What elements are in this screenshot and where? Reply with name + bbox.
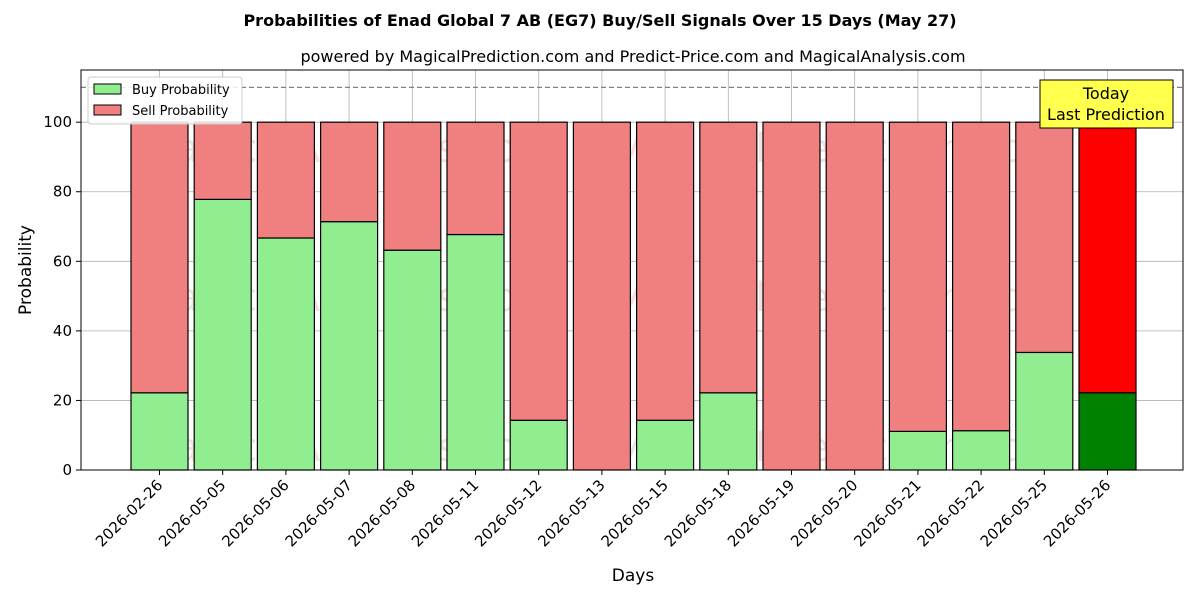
legend-box bbox=[87, 76, 243, 125]
y-axis-label: Probability bbox=[16, 225, 36, 315]
legend-label: Sell Probability bbox=[132, 104, 229, 119]
annotation-line: Last Prediction bbox=[1047, 105, 1165, 124]
sell-bar bbox=[572, 121, 632, 471]
buy-bar bbox=[256, 237, 315, 471]
y-tick-label: 80 bbox=[53, 183, 72, 201]
sell-bar bbox=[762, 121, 821, 471]
x-tick-label: 2026-05-19 bbox=[724, 476, 798, 550]
buy-bar bbox=[320, 221, 379, 471]
x-tick-label: 2026-05-08 bbox=[345, 476, 419, 550]
x-tick-label: 2026-05-13 bbox=[534, 476, 608, 550]
x-tick-label: 2026-05-11 bbox=[408, 476, 482, 550]
x-tick-label: 2026-05-18 bbox=[661, 476, 735, 550]
sell-bar bbox=[699, 121, 758, 394]
buy-bar bbox=[1078, 392, 1137, 471]
x-tick-label: 2026-05-25 bbox=[977, 476, 1051, 550]
x-axis: 2026-02-262026-05-052026-05-062026-05-07… bbox=[92, 470, 1114, 550]
legend-swatch bbox=[93, 83, 122, 95]
buy-bar bbox=[130, 392, 189, 471]
buy-bar bbox=[446, 233, 505, 471]
annotation-line: Today bbox=[1082, 84, 1129, 103]
sell-bar bbox=[888, 121, 948, 432]
x-tick-label: 2026-05-26 bbox=[1040, 476, 1114, 550]
legend-swatch bbox=[93, 104, 122, 116]
buy-bar bbox=[699, 392, 758, 471]
x-tick-label: 2026-05-06 bbox=[218, 476, 292, 550]
sell-bar bbox=[951, 121, 1011, 432]
x-tick-label: 2026-05-22 bbox=[914, 476, 988, 550]
buy-bar bbox=[509, 419, 568, 471]
x-tick-label: 2026-02-26 bbox=[92, 476, 166, 550]
buy-bar bbox=[383, 249, 442, 471]
y-tick-label: 20 bbox=[53, 391, 72, 409]
plot-frame bbox=[80, 69, 1184, 471]
x-tick-label: 2026-05-20 bbox=[787, 476, 861, 550]
x-tick-label: 2026-05-05 bbox=[155, 476, 229, 550]
x-tick-label: 2026-05-21 bbox=[850, 476, 924, 550]
sell-bar bbox=[1078, 121, 1137, 394]
y-tick-label: 0 bbox=[62, 461, 72, 479]
sell-bar bbox=[825, 121, 884, 471]
y-tick-label: 100 bbox=[43, 113, 72, 131]
y-tick-label: 40 bbox=[53, 322, 72, 340]
chart-subtitle: powered by MagicalPrediction.com and Pre… bbox=[300, 47, 965, 66]
x-axis-label: Days bbox=[612, 566, 655, 586]
y-axis: 0 20 40 60 80 100 bbox=[43, 113, 81, 479]
buy-bar bbox=[1015, 351, 1074, 471]
chart-title: Probabilities of Enad Global 7 AB (EG7) … bbox=[243, 11, 956, 30]
x-tick-label: 2026-05-07 bbox=[282, 476, 356, 550]
sell-bar bbox=[130, 121, 189, 394]
buy-bar bbox=[193, 198, 252, 471]
sell-bar bbox=[320, 121, 379, 223]
buy-bar bbox=[951, 430, 1011, 471]
x-tick-label: 2026-05-12 bbox=[471, 476, 545, 550]
buy-bar bbox=[888, 430, 948, 471]
y-tick-label: 60 bbox=[53, 252, 72, 270]
annotation-box bbox=[1039, 79, 1174, 129]
sell-bar bbox=[383, 121, 442, 251]
buy-bar bbox=[635, 419, 695, 471]
sell-bar bbox=[446, 121, 505, 236]
bars bbox=[130, 121, 1137, 471]
legend: Buy Probability Sell Probability bbox=[87, 76, 243, 125]
x-tick-label: 2026-05-15 bbox=[598, 476, 672, 550]
sell-bar bbox=[509, 121, 568, 421]
sell-bar bbox=[256, 121, 315, 239]
today-annotation: Today Last Prediction bbox=[1039, 79, 1174, 129]
sell-bar bbox=[193, 121, 252, 200]
sell-bar bbox=[1015, 121, 1074, 354]
legend-label: Buy Probability bbox=[132, 83, 230, 98]
sell-bar bbox=[635, 121, 695, 421]
